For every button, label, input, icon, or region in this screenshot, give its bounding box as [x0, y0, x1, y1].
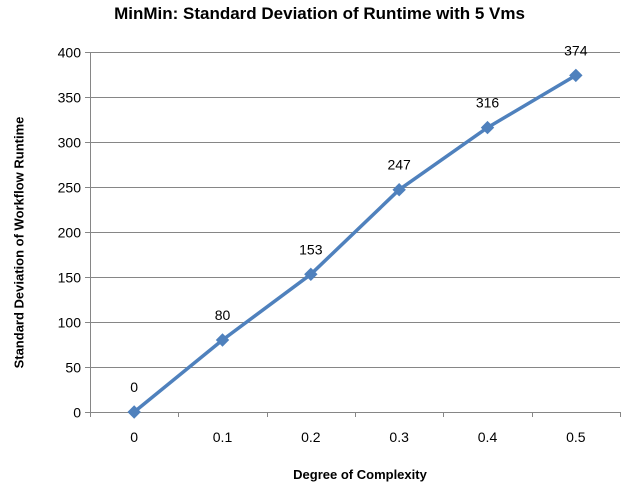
x-tick-label: 0.5	[566, 429, 586, 445]
y-tick-label: 100	[58, 315, 82, 331]
data-label: 316	[476, 95, 500, 111]
y-tick-label: 0	[73, 405, 81, 421]
chart-title: MinMin: Standard Deviation of Runtime wi…	[114, 4, 525, 23]
data-point-marker	[215, 333, 230, 347]
data-label: 80	[215, 307, 231, 323]
data-point-marker	[569, 68, 583, 83]
data-point-marker	[304, 267, 318, 282]
x-tick-label: 0.2	[301, 429, 321, 445]
data-label: 247	[387, 157, 411, 173]
x-tick-label: 0.1	[213, 429, 233, 445]
data-label: 0	[130, 379, 138, 395]
y-tick-label: 200	[58, 225, 82, 241]
x-tick-label: 0.3	[389, 429, 409, 445]
y-tick-label: 150	[58, 270, 82, 286]
y-tick-label: 350	[58, 90, 82, 106]
series-line	[132, 73, 578, 414]
y-tick-label: 400	[58, 45, 82, 61]
y-axis-title: Standard Deviation of Workflow Runtime	[11, 116, 27, 369]
data-point-marker	[392, 182, 406, 197]
data-point-marker	[127, 405, 141, 419]
data-point-marker	[480, 120, 495, 135]
y-tick-label: 50	[65, 360, 81, 376]
y-tick-label: 250	[58, 180, 82, 196]
y-tick-label: 300	[58, 135, 82, 151]
x-tick-label: 0.4	[478, 429, 498, 445]
data-label: 153	[299, 241, 323, 257]
data-label: 374	[564, 42, 588, 58]
x-axis-title: Degree of Complexity	[293, 467, 427, 482]
x-tick-label: 0	[130, 429, 138, 445]
